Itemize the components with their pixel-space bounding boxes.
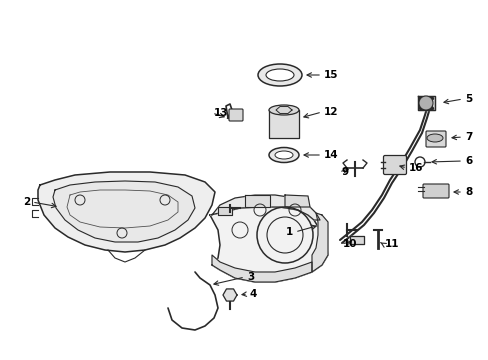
Polygon shape — [285, 195, 309, 207]
Ellipse shape — [268, 105, 298, 115]
Circle shape — [418, 96, 432, 110]
FancyBboxPatch shape — [425, 131, 445, 147]
Text: 4: 4 — [249, 289, 257, 299]
Polygon shape — [209, 207, 327, 282]
Polygon shape — [218, 207, 231, 215]
Polygon shape — [212, 255, 311, 282]
Ellipse shape — [265, 69, 293, 81]
FancyBboxPatch shape — [383, 156, 406, 175]
Ellipse shape — [268, 148, 298, 162]
Polygon shape — [349, 236, 363, 244]
Text: 12: 12 — [324, 107, 338, 117]
Text: 5: 5 — [464, 94, 471, 104]
Polygon shape — [209, 195, 319, 220]
Polygon shape — [311, 213, 327, 272]
Polygon shape — [223, 289, 237, 301]
Text: 11: 11 — [384, 239, 399, 249]
Ellipse shape — [258, 64, 302, 86]
Text: 13: 13 — [214, 108, 228, 118]
Text: 10: 10 — [342, 239, 357, 249]
Polygon shape — [53, 181, 195, 242]
Text: 6: 6 — [464, 156, 471, 166]
Polygon shape — [268, 110, 298, 138]
Text: 9: 9 — [340, 167, 347, 177]
Text: 16: 16 — [408, 163, 423, 173]
Ellipse shape — [426, 134, 442, 142]
Text: 2: 2 — [23, 197, 30, 207]
FancyBboxPatch shape — [422, 184, 448, 198]
Text: 8: 8 — [464, 187, 471, 197]
Ellipse shape — [274, 151, 292, 159]
Text: 3: 3 — [246, 272, 254, 282]
Polygon shape — [38, 172, 215, 252]
Polygon shape — [244, 195, 269, 207]
Text: 15: 15 — [324, 70, 338, 80]
Text: 7: 7 — [464, 132, 471, 142]
Polygon shape — [417, 96, 434, 110]
Text: 1: 1 — [285, 227, 292, 237]
Text: 14: 14 — [324, 150, 338, 160]
FancyBboxPatch shape — [228, 109, 243, 121]
